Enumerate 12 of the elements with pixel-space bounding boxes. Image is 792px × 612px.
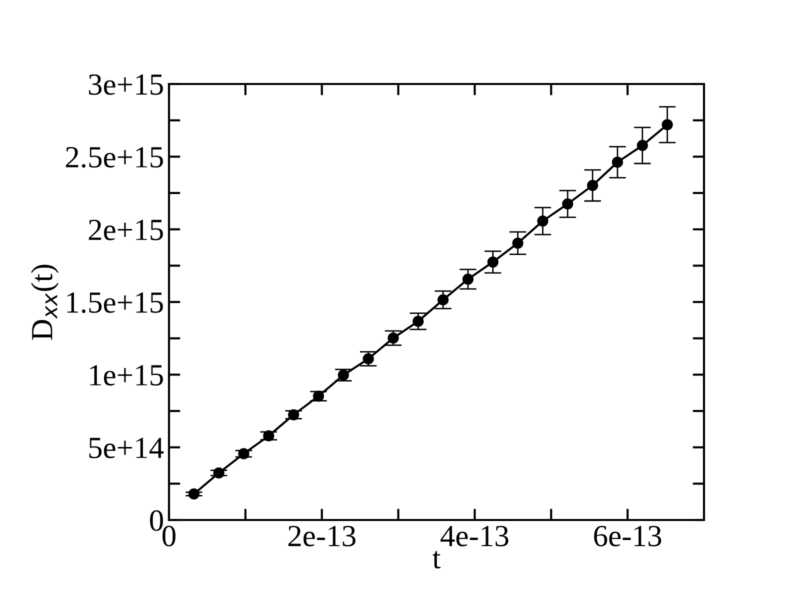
y-tick-label: 1.5e+15 [67,292,163,314]
y-tick-label: 5e+14 [89,438,164,458]
y-tick-label: 2e+15 [88,220,163,240]
x-axis-title: t [432,551,441,569]
x-tick-label: 2e-13 [288,526,356,546]
x-tick-label: 4e-13 [440,526,508,546]
y-tick-label: 2.5e+15 [66,147,163,168]
y-tick-label: 0 [150,510,163,531]
y-axis-title: D$_{xx}$(t) [30,264,59,340]
y-tick-label: 1e+15 [90,365,163,386]
y-tick-label: 3e+15 [88,74,163,95]
x-tick-label: 6e-13 [594,526,662,546]
